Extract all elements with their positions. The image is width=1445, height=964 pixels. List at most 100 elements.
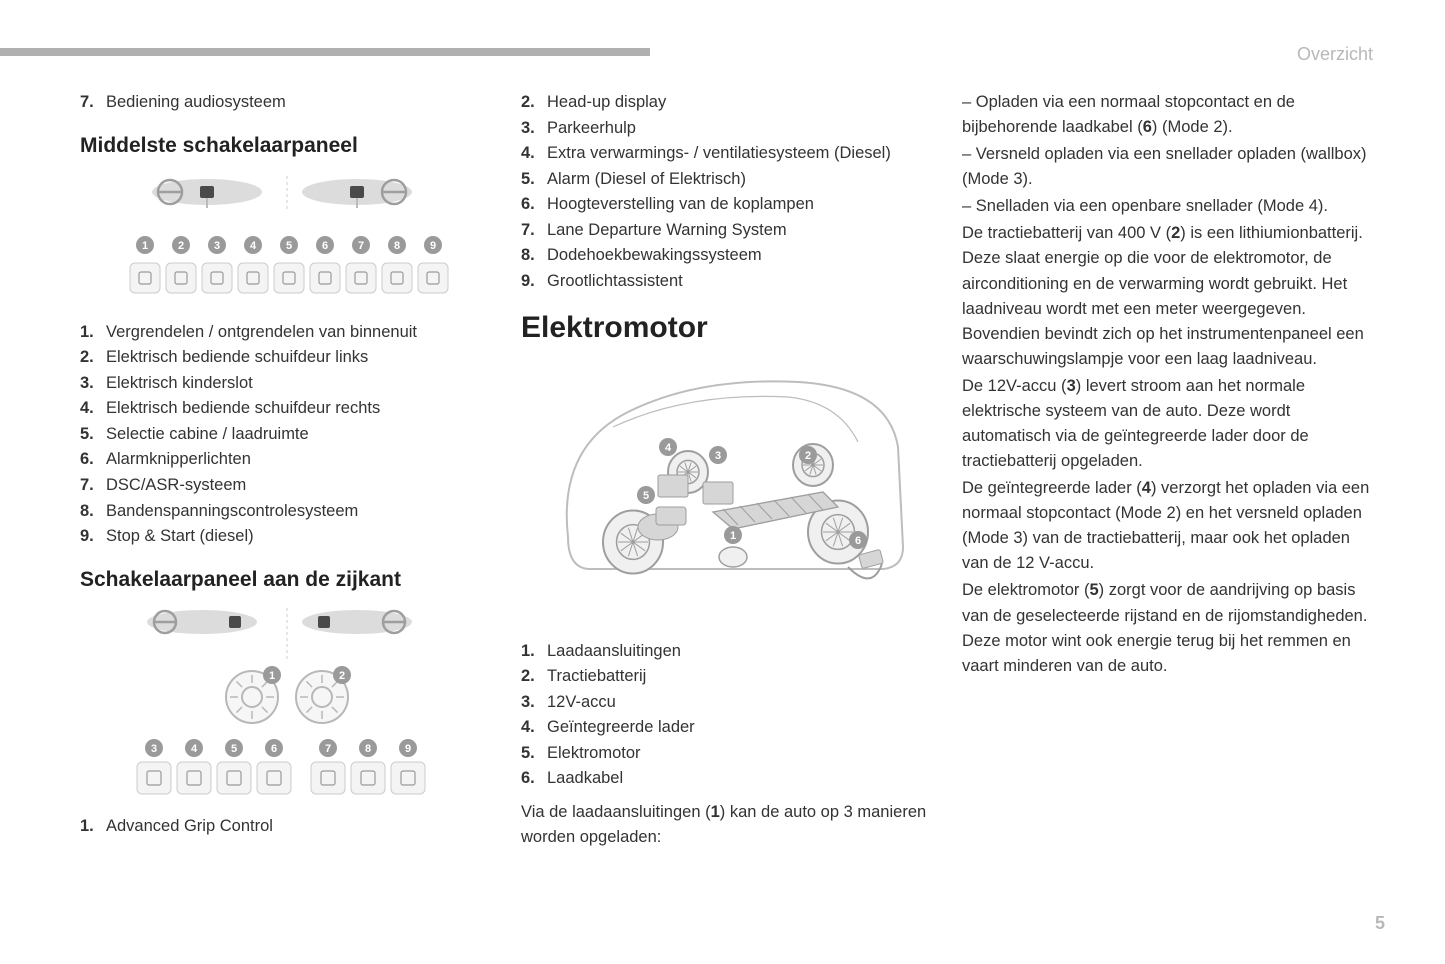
charging-intro-paragraph: Via de laadaansluitingen (1) kan de auto… — [521, 800, 934, 850]
item-text: Dodehoekbewakingssysteem — [547, 243, 762, 269]
charging-mode-item: – Versneld opladen via een snellader opl… — [962, 142, 1375, 192]
item-text: Parkeerhulp — [547, 116, 636, 142]
item-number: 7. — [521, 218, 547, 244]
item-number: 8. — [80, 499, 106, 525]
ref-number: 2 — [1171, 224, 1180, 242]
list-item: 9.Grootlichtassistent — [521, 269, 934, 295]
column-left: 7. Bediening audiosysteem Middelste scha… — [80, 90, 493, 852]
list-item: 4.Geïntegreerde lader — [521, 715, 934, 741]
list-item: 3.Elektrisch kinderslot — [80, 371, 493, 397]
item-number: 1. — [80, 814, 106, 840]
ev-components-list: 1.Laadaansluitingen2.Tractiebatterij3.12… — [521, 639, 934, 792]
page-number: 5 — [1375, 913, 1385, 934]
svg-text:4: 4 — [249, 240, 256, 252]
svg-text:3: 3 — [714, 450, 720, 462]
item-number: 5. — [80, 422, 106, 448]
manual-page: Overzicht 5 7. Bediening audiosysteem Mi… — [0, 0, 1445, 964]
item-number: 3. — [80, 371, 106, 397]
list-item: 2.Head-up display — [521, 90, 934, 116]
list-item: 6.Laadkabel — [521, 766, 934, 792]
ref-number: 1 — [711, 803, 720, 821]
list-item: 9.Stop & Start (diesel) — [80, 524, 493, 550]
item-number: 8. — [521, 243, 547, 269]
item-text: Grootlichtassistent — [547, 269, 683, 295]
svg-text:4: 4 — [664, 442, 671, 454]
item-text: Stop & Start (diesel) — [106, 524, 254, 550]
item-number: 7. — [80, 473, 106, 499]
svg-text:3: 3 — [213, 240, 219, 252]
item-text: Advanced Grip Control — [106, 814, 273, 840]
svg-text:4: 4 — [190, 743, 197, 755]
text-fragment: De elektromotor ( — [962, 581, 1089, 599]
list-item: 5.Selectie cabine / laadruimte — [80, 422, 493, 448]
item-text: Elektrisch bediende schuifdeur links — [106, 345, 368, 371]
list-item: 3.12V-accu — [521, 690, 934, 716]
svg-text:6: 6 — [270, 743, 276, 755]
item-number: 3. — [521, 116, 547, 142]
side-panel-list-cont: 2.Head-up display3.Parkeerhulp4.Extra ve… — [521, 90, 934, 295]
item-text: Head-up display — [547, 90, 666, 116]
svg-text:6: 6 — [854, 535, 860, 547]
ref-number: 4 — [1142, 479, 1151, 497]
list-item: 6.Hoogteverstelling van de koplampen — [521, 192, 934, 218]
svg-text:9: 9 — [429, 240, 435, 252]
item-number: 1. — [80, 320, 106, 346]
item-text: Selectie cabine / laadruimte — [106, 422, 309, 448]
item-text: Bediening audiosysteem — [106, 90, 286, 116]
item-number: 4. — [521, 715, 547, 741]
list-item: 3.Parkeerhulp — [521, 116, 934, 142]
item-number: 5. — [521, 167, 547, 193]
text-fragment: Via de laadaansluitingen ( — [521, 803, 711, 821]
svg-text:3: 3 — [150, 743, 156, 755]
ref-number: 3 — [1067, 377, 1076, 395]
list-item: 7.DSC/ASR-systeem — [80, 473, 493, 499]
intro-list: 7. Bediening audiosysteem — [80, 90, 493, 116]
item-number: 1. — [521, 639, 547, 665]
svg-text:7: 7 — [357, 240, 363, 252]
svg-text:7: 7 — [324, 743, 330, 755]
svg-text:5: 5 — [642, 490, 648, 502]
svg-text:2: 2 — [338, 670, 344, 682]
ev-diagram-svg: 1 2 3 4 5 6 — [538, 357, 918, 627]
text-fragment: De 12V-accu ( — [962, 377, 1067, 395]
list-item: 7.Lane Departure Warning System — [521, 218, 934, 244]
svg-text:2: 2 — [804, 450, 810, 462]
item-text: Alarmknipperlichten — [106, 447, 251, 473]
center-panel-list: 1.Vergrendelen / ontgrendelen van binnen… — [80, 320, 493, 550]
item-number: 2. — [521, 664, 547, 690]
center-panel-svg: 123456789 — [122, 168, 452, 308]
list-item: 2.Tractiebatterij — [521, 664, 934, 690]
list-item: 1.Laadaansluitingen — [521, 639, 934, 665]
text-fragment: ) is een lithiumionbatterij. Deze slaat … — [962, 224, 1364, 367]
heading-elektromotor: Elektromotor — [521, 311, 934, 345]
heading-middelste: Middelste schakelaarpaneel — [80, 134, 493, 158]
heading-zijkant: Schakelaarpaneel aan de zijkant — [80, 568, 493, 592]
svg-text:8: 8 — [393, 240, 399, 252]
charging-mode-item: – Snelladen via een openbare snellader (… — [962, 194, 1375, 219]
side-panel-diagram: 123456789 — [80, 602, 493, 802]
svg-text:1: 1 — [729, 530, 735, 542]
charging-mode-item: – Opladen via een normaal stopcontact en… — [962, 90, 1375, 140]
section-label: Overzicht — [1297, 44, 1373, 65]
item-number: 6. — [80, 447, 106, 473]
item-text: Tractiebatterij — [547, 664, 646, 690]
svg-text:1: 1 — [141, 240, 147, 252]
list-item: 4.Extra verwarmings- / ventilatiesysteem… — [521, 141, 934, 167]
item-number: 4. — [521, 141, 547, 167]
list-item: 8.Dodehoekbewakingssysteem — [521, 243, 934, 269]
charging-modes-list: – Opladen via een normaal stopcontact en… — [962, 90, 1375, 219]
item-text: Geïntegreerde lader — [547, 715, 695, 741]
item-text: Elektrisch bediende schuifdeur rechts — [106, 396, 380, 422]
item-text: Vergrendelen / ontgrendelen van binnenui… — [106, 320, 417, 346]
svg-text:8: 8 — [364, 743, 370, 755]
item-number: 4. — [80, 396, 106, 422]
item-text: Hoogteverstelling van de koplampen — [547, 192, 814, 218]
text-fragment: De geïntegreerde lader ( — [962, 479, 1142, 497]
ev-diagram: 1 2 3 4 5 6 — [521, 357, 934, 627]
item-text: Bandenspanningscontrolesysteem — [106, 499, 358, 525]
item-number: 2. — [521, 90, 547, 116]
item-number: 3. — [521, 690, 547, 716]
item-text: Lane Departure Warning System — [547, 218, 787, 244]
item-text: Extra verwarmings- / ventilatiesysteem (… — [547, 141, 891, 167]
list-item: 5.Alarm (Diesel of Elektrisch) — [521, 167, 934, 193]
